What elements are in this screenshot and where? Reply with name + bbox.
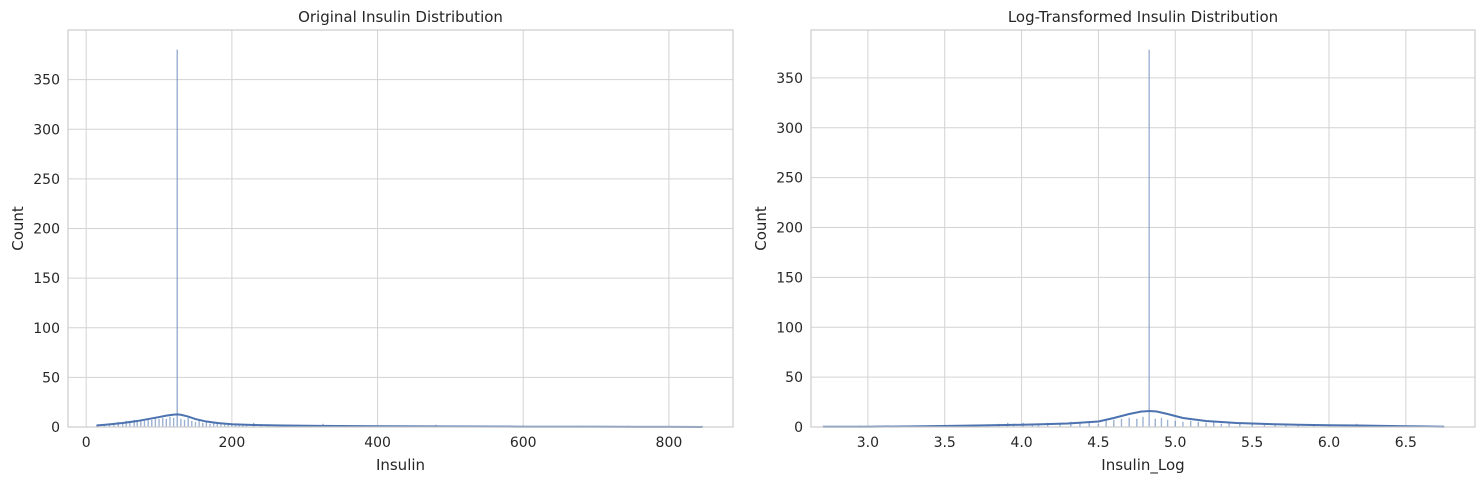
kde-line: [96, 413, 703, 428]
histogram-bar: [1213, 421, 1215, 428]
histogram-bar: [1128, 417, 1130, 428]
histogram-bar: [1105, 420, 1107, 428]
x-tick-label: 5.0: [1164, 435, 1186, 451]
x-axis-label: Insulin_Log: [1101, 456, 1184, 475]
y-tick-label: 250: [33, 172, 60, 188]
y-tick-label: 300: [776, 121, 803, 137]
histogram-bar: [165, 418, 167, 428]
y-tick-label: 0: [51, 420, 60, 436]
histogram-bar: [1189, 420, 1192, 428]
y-axis-label: Count: [752, 206, 770, 251]
histogram-bar: [1120, 418, 1123, 428]
histogram-bar: [151, 419, 153, 428]
y-axis-label: Count: [9, 206, 27, 251]
histogram-bar: [176, 49, 178, 428]
histogram-bar: [172, 417, 175, 428]
histogram-bar: [1166, 419, 1169, 428]
y-tick-label: 350: [776, 71, 803, 87]
histogram-bar: [191, 420, 193, 428]
histogram-bar: [1182, 421, 1184, 428]
histogram-bar: [187, 417, 189, 428]
histogram-bar: [162, 417, 164, 428]
y-tick-label: 50: [785, 370, 803, 386]
y-tick-label: 200: [776, 221, 803, 237]
y-tick-label: 200: [33, 222, 60, 238]
histogram-bar: [158, 418, 160, 428]
x-tick-label: 800: [656, 435, 683, 451]
histogram-bar: [1154, 418, 1156, 428]
x-tick-label: 6.5: [1395, 435, 1417, 451]
histogram-bar: [1113, 419, 1115, 428]
chart-title: Original Insulin Distribution: [298, 8, 503, 26]
histogram-bar: [136, 421, 138, 428]
x-tick-label: 6.0: [1318, 435, 1340, 451]
y-tick-label: 150: [776, 270, 803, 286]
histogram-bar: [1174, 420, 1176, 428]
histogram-bar: [1148, 49, 1150, 428]
x-tick-label: 600: [510, 435, 537, 451]
chart-panel-1: 0 200 400 600 800 0 50 100 150 200 250 300 350 Origin…: [9, 8, 734, 474]
x-tick-label: 4.0: [1010, 435, 1032, 451]
histogram-bar: [143, 420, 146, 428]
chart-title: Log-Transformed Insulin Distribution: [1008, 8, 1278, 26]
histogram-bar: [194, 421, 197, 428]
x-tick-label: 0: [82, 435, 91, 451]
histogram-bar: [1142, 416, 1144, 428]
y-tick-label: 100: [33, 321, 60, 337]
histogram-bar: [205, 421, 208, 428]
y-tick-label: 100: [776, 320, 803, 336]
histogram-bar: [180, 418, 182, 428]
histogram-bar: [183, 419, 186, 428]
y-tick-label: 150: [33, 271, 60, 287]
plot-frame: [810, 29, 1476, 428]
histogram-bar: [154, 417, 157, 428]
x-tick-label: 400: [364, 435, 391, 451]
chart-panel-2: 3.0 3.5 4.0 4.5 5.0 5.5 6.0 6.5 0 50 100 150 200 250 3…: [752, 8, 1476, 475]
kde-line: [823, 410, 1445, 428]
histogram-bar: [1136, 418, 1138, 428]
histogram-bar: [198, 419, 200, 428]
histogram-bar: [1197, 421, 1199, 428]
plot-frame: [67, 29, 734, 428]
y-tick-label: 50: [42, 370, 60, 386]
histogram-bar: [147, 418, 149, 428]
histogram-bar: [169, 416, 171, 428]
y-tick-label: 300: [33, 122, 60, 138]
x-tick-label: 4.5: [1087, 435, 1109, 451]
x-axis-label: Insulin: [376, 456, 425, 474]
x-tick-label: 3.0: [857, 435, 879, 451]
y-tick-label: 250: [776, 171, 803, 187]
histogram-bar: [1160, 417, 1163, 428]
x-tick-label: 3.5: [934, 435, 956, 451]
y-tick-label: 0: [794, 420, 803, 436]
x-tick-label: 200: [219, 435, 246, 451]
x-tick-label: 5.5: [1241, 435, 1263, 451]
y-tick-label: 350: [33, 73, 60, 89]
